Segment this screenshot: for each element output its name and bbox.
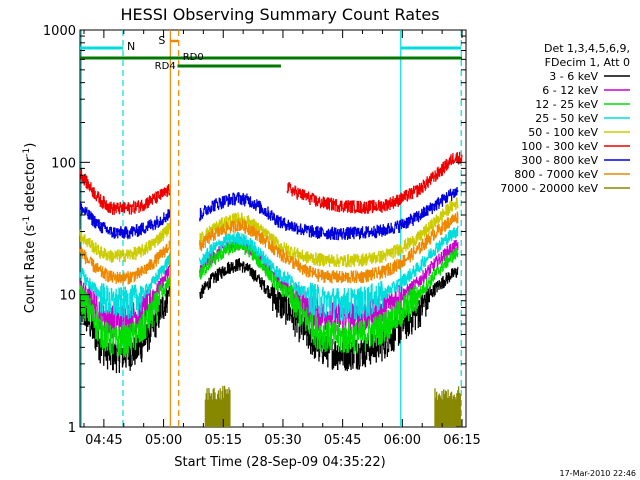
series-line-5-right [286, 151, 463, 214]
plot-frame [79, 29, 467, 428]
x-tick-label: 04:45 [85, 433, 122, 448]
attenuator-burst-1 [434, 386, 461, 427]
legend-label: 12 - 25 keV [535, 98, 598, 111]
y-axis-label: Count Rate (s-1 detector-1) [22, 143, 38, 314]
x-tick-label: 06:15 [443, 433, 480, 448]
x-axis-label: Start Time (28-Sep-09 04:35:22) [174, 455, 385, 470]
rd0-label: RD0 [183, 52, 204, 63]
y-tick-label: 1 [68, 421, 76, 436]
x-tick-label: 05:15 [205, 433, 242, 448]
series-line-3-right [199, 225, 459, 321]
series-line-0-left [79, 285, 170, 374]
series-line-4-left [79, 222, 170, 263]
series-line-7-left [79, 240, 170, 285]
legend-label: 7000 - 20000 keV [500, 182, 598, 195]
series-line-6-left [79, 201, 170, 240]
x-tick-label: 05:00 [145, 433, 182, 448]
attenuator-burst-0 [204, 385, 231, 427]
series-line-2-left [79, 276, 170, 358]
x-tick-label: 05:30 [264, 433, 301, 448]
y-tick-label: 100 [51, 156, 76, 171]
rd4-label: RD4 [155, 61, 176, 72]
y-axis-label-main: Count Rate (s [23, 225, 38, 314]
series-line-3-left [79, 252, 170, 320]
legend-label: 800 - 7000 keV [514, 168, 598, 181]
status-bars: N S RD0 RD4 [80, 34, 463, 72]
series-line-6-right [199, 187, 459, 241]
series-line-5-left [79, 168, 170, 215]
x-tick-label: 05:45 [324, 433, 361, 448]
y-axis-label-mid: detector [23, 156, 38, 216]
series-line-7-right [199, 211, 459, 284]
y-tick-label: 10 [59, 289, 76, 304]
legend-header-line2: FDecim 1, Att 0 [545, 56, 630, 69]
y-axis-ticks: 1 10 100 1000 [43, 24, 466, 436]
y-axis-label-end: ) [23, 143, 38, 148]
legend-label: 50 - 100 keV [528, 126, 598, 139]
x-axis-ticks: 04:45 05:00 05:15 05:30 05:45 06:00 06:15 [83, 30, 481, 448]
legend-label: 300 - 800 keV [521, 154, 598, 167]
y-axis-label-sup1: -1 [22, 216, 32, 225]
legend-label: 25 - 50 keV [535, 112, 598, 125]
night-label: N [127, 40, 135, 53]
y-axis-label-sup2: -1 [22, 148, 32, 157]
attenuator-bursts [204, 385, 461, 427]
legend-label: 3 - 6 keV [549, 70, 598, 83]
footer-timestamp: 17-Mar-2010 22:46 [560, 469, 637, 478]
legend-label: 100 - 300 keV [521, 140, 598, 153]
y-tick-label: 1000 [43, 24, 76, 39]
legend-header-line1: Det 1,3,4,5,6,9, [544, 42, 630, 55]
plot-area: N S RD0 RD4 [79, 29, 467, 428]
legend: Det 1,3,4,5,6,9, FDecim 1, Att 0 3 - 6 k… [500, 42, 630, 195]
saa-label: S [158, 34, 165, 47]
x-tick-label: 06:00 [384, 433, 421, 448]
series-line-2-right [199, 239, 459, 354]
chart-title: HESSI Observing Summary Count Rates [120, 5, 439, 24]
series-lines [79, 151, 463, 374]
legend-label: 6 - 12 keV [542, 84, 598, 97]
